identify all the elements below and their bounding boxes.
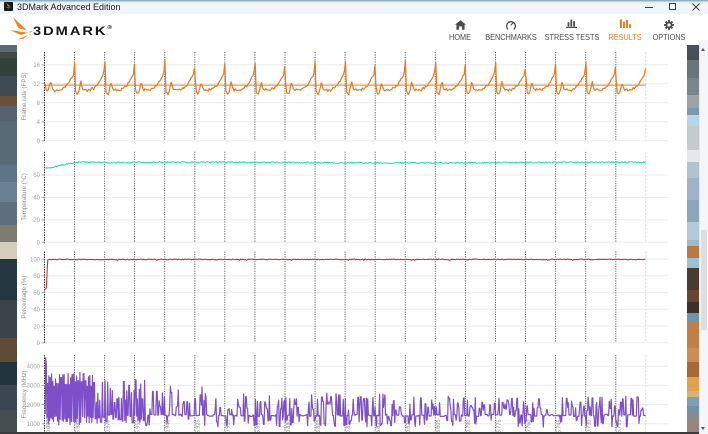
svg-text:1:05.805: 1:05.805 [436,420,442,434]
svg-text:Temperature (°C): Temperature (°C) [21,173,28,221]
svg-text:80: 80 [33,274,40,280]
svg-text:1:00.820: 1:00.820 [406,420,412,434]
svg-text:0:25.925: 0:25.925 [196,420,202,434]
svg-text:3000: 3000 [27,384,41,390]
svg-text:Frequency (MHz): Frequency (MHz) [21,371,28,419]
svg-text:Percentage (%): Percentage (%) [21,276,28,319]
svg-text:40: 40 [33,308,40,314]
svg-text:0:35.895: 0:35.895 [256,420,262,434]
svg-text:Frame rate (FPS): Frame rate (FPS) [21,72,28,120]
svg-text:40: 40 [33,196,40,202]
svg-text:0:50.850: 0:50.850 [346,420,352,434]
svg-text:0:40.880: 0:40.880 [286,420,292,434]
svg-text:4: 4 [37,120,41,126]
svg-text:0:45.865: 0:45.865 [316,420,322,434]
svg-text:0:00.000: 0:00.000 [46,420,52,434]
svg-text:20: 20 [33,324,40,330]
svg-text:1:25.745: 1:25.745 [556,420,562,434]
svg-text:16: 16 [33,63,40,69]
svg-text:0: 0 [37,139,41,145]
svg-text:0: 0 [37,241,41,247]
svg-text:0:15.955: 0:15.955 [135,420,141,434]
svg-text:100: 100 [30,257,41,263]
svg-text:1:20.760: 1:20.760 [526,420,532,434]
svg-text:0:55.835: 0:55.835 [376,420,382,434]
svg-text:2000: 2000 [27,403,41,409]
svg-text:8: 8 [37,101,41,107]
svg-text:1:35.715: 1:35.715 [617,420,623,434]
svg-text:0:20.940: 0:20.940 [166,420,172,434]
svg-text:4000: 4000 [27,364,41,370]
svg-text:1:10.790: 1:10.790 [466,420,472,434]
svg-text:12: 12 [33,82,40,88]
svg-text:20: 20 [33,218,40,224]
svg-text:0:10.970: 0:10.970 [105,420,111,434]
svg-text:1:30.730: 1:30.730 [587,420,593,434]
svg-text:1000: 1000 [27,422,41,428]
svg-text:0:30.910: 0:30.910 [226,420,232,434]
svg-text:1:15.775: 1:15.775 [496,420,502,434]
svg-text:60: 60 [33,291,40,297]
svg-text:0:05.985: 0:05.985 [75,420,81,434]
svg-text:60: 60 [33,173,40,179]
svg-text:0: 0 [37,341,41,347]
